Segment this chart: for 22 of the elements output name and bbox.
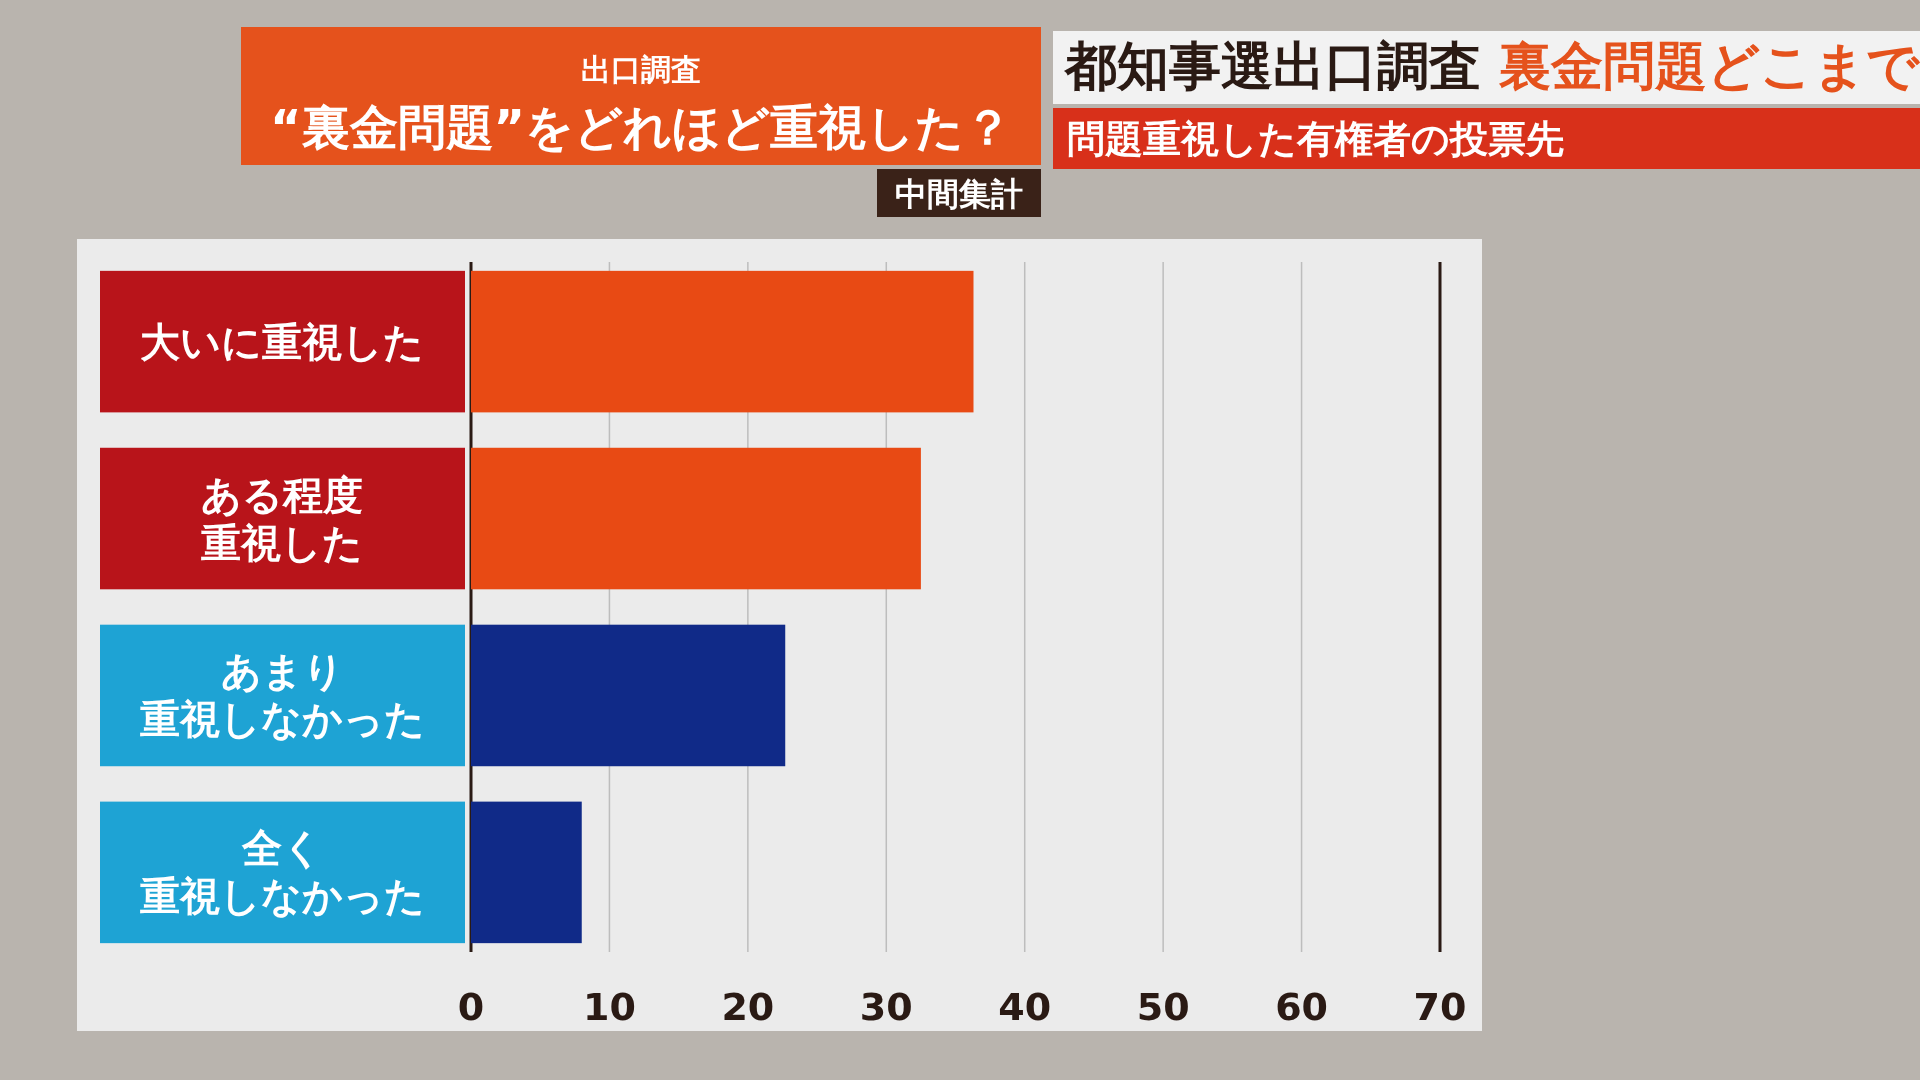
bar <box>471 624 786 767</box>
y-tick-label: 全く重視しなかった <box>139 825 425 920</box>
text: 裏金問題どこまで <box>1498 36 1920 96</box>
chart-subtitle: 出口調査 <box>581 52 701 87</box>
x-tick-label: 50 <box>1136 985 1190 1029</box>
bar <box>471 270 974 413</box>
x-tick-label: 30 <box>859 985 913 1029</box>
x-tick-label: 40 <box>998 985 1052 1029</box>
bar <box>471 801 582 944</box>
y-tick-label: 大いに重視した <box>140 318 424 365</box>
bar <box>471 447 921 590</box>
text: 都知事選出口調査 <box>1063 36 1481 96</box>
y-tick-label: ある程度重視した <box>201 471 363 566</box>
chart-title: “裏金問題”をどれほど重視した？ <box>269 99 1013 155</box>
x-tick-label: 0 <box>457 985 485 1029</box>
x-tick-label: 20 <box>721 985 775 1029</box>
x-tick-label: 60 <box>1275 985 1329 1029</box>
x-tick-label: 10 <box>582 985 636 1029</box>
x-tick-label: 70 <box>1413 985 1467 1029</box>
y-tick-label: あまり重視しなかった <box>139 648 425 743</box>
text: 中間集計 <box>895 175 1023 213</box>
text: 問題重視した有権者の投票先 <box>1067 117 1564 161</box>
